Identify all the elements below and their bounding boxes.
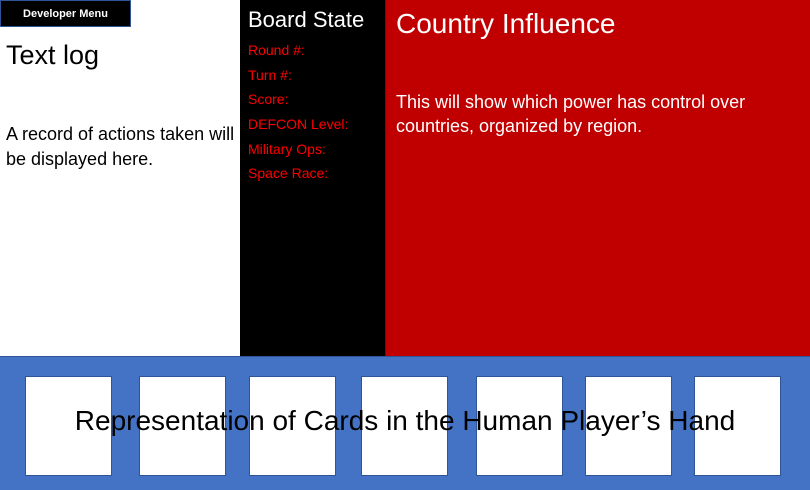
hand-card[interactable] (139, 376, 226, 476)
hand-card[interactable] (361, 376, 448, 476)
stat-score: Score: (248, 91, 289, 108)
stat-defcon-level: DEFCON Level: (248, 116, 349, 133)
stat-turn: Turn #: (248, 66, 292, 83)
text-log-panel: Text log A record of actions taken will … (0, 27, 240, 356)
board-state-panel: Board State Round #: Turn #: Score: DEFC… (240, 0, 385, 356)
stat-military-ops: Military Ops: (248, 140, 326, 157)
hand-card[interactable] (476, 376, 563, 476)
stat-round: Round #: (248, 42, 305, 58)
board-state-stats: Round #: Turn #: Score: DEFCON Level: Mi… (248, 40, 348, 188)
country-influence-title: Country Influence (396, 8, 616, 39)
hand-card[interactable] (25, 376, 112, 476)
text-log-description: A record of actions taken will be displa… (6, 124, 235, 169)
hand-card[interactable] (585, 376, 672, 476)
player-hand-area: Representation of Cards in the Human Pla… (0, 356, 810, 490)
text-log-title: Text log (6, 40, 100, 70)
country-influence-description: This will show which power has control o… (396, 92, 746, 136)
developer-menu-button[interactable]: Developer Menu (0, 0, 131, 27)
hand-card[interactable] (694, 376, 781, 476)
board-state-title: Board State (248, 7, 365, 32)
hand-card[interactable] (249, 376, 336, 476)
stat-space-race: Space Race: (248, 165, 329, 182)
country-influence-panel: Country Influence This will show which p… (385, 0, 810, 356)
